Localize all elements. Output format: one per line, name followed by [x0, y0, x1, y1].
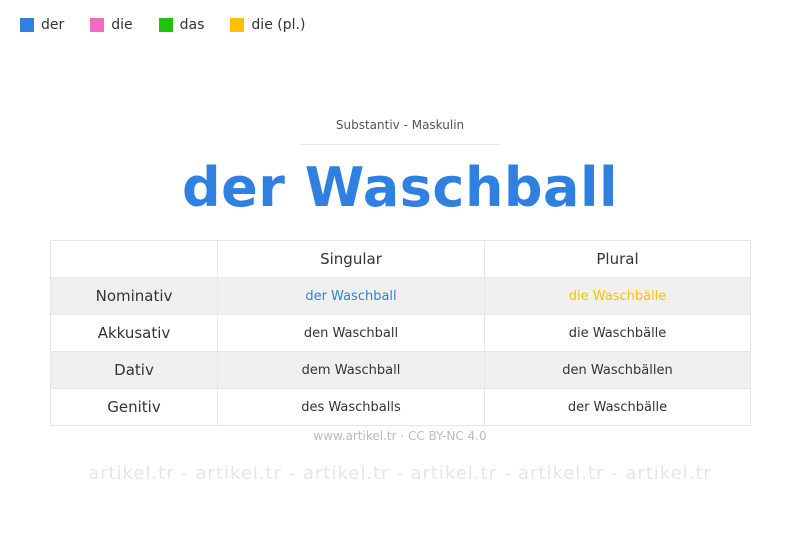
declension-table: Singular Plural Nominativ der Waschball … [50, 240, 751, 426]
color-swatch [158, 18, 173, 32]
page-title: der Waschball [182, 156, 618, 219]
table-row: Nominativ der Waschball die Waschbälle [50, 277, 751, 315]
singular-cell: den Waschball [217, 314, 485, 352]
legend-label: die (pl.) [251, 17, 306, 33]
color-swatch [230, 18, 245, 32]
legend-label: der [41, 17, 65, 33]
legend-label: die [111, 17, 133, 33]
legend-item-das: das [158, 17, 205, 33]
word-type: Substantiv - Maskulin [335, 118, 465, 132]
case-label: Genitiv [50, 388, 218, 426]
watermark: artikel.tr - artikel.tr - artikel.tr - a… [88, 463, 712, 484]
header-empty [50, 240, 218, 278]
divider [300, 144, 500, 145]
color-swatch [20, 18, 34, 32]
table-header-row: Singular Plural [50, 240, 751, 278]
plural-cell: der Waschbälle [484, 388, 751, 426]
plural-cell: die Waschbälle [484, 314, 751, 352]
singular-cell: dem Waschball [217, 351, 485, 389]
table-row: Genitiv des Waschballs der Waschbälle [50, 388, 751, 426]
case-label: Dativ [50, 351, 218, 389]
singular-cell: der Waschball [217, 277, 485, 315]
legend-item-die: die [90, 17, 133, 33]
plural-cell: die Waschbälle [484, 277, 751, 315]
legend-label: das [179, 17, 205, 33]
singular-cell: des Waschballs [217, 388, 485, 426]
header-singular: Singular [217, 240, 485, 278]
case-label: Nominativ [50, 277, 218, 315]
legend-item-der: der [20, 17, 64, 33]
footer-credit: www.artikel.tr · CC BY-NC 4.0 [313, 429, 487, 443]
gender-legend: der die das die (pl.) [20, 17, 331, 33]
case-label: Akkusativ [50, 314, 218, 352]
header-plural: Plural [484, 240, 751, 278]
legend-item-die-plural: die (pl.) [230, 17, 305, 33]
table-row: Akkusativ den Waschball die Waschbälle [50, 314, 751, 352]
plural-cell: den Waschbällen [484, 351, 751, 389]
color-swatch [90, 18, 105, 32]
table-row: Dativ dem Waschball den Waschbällen [50, 351, 751, 389]
